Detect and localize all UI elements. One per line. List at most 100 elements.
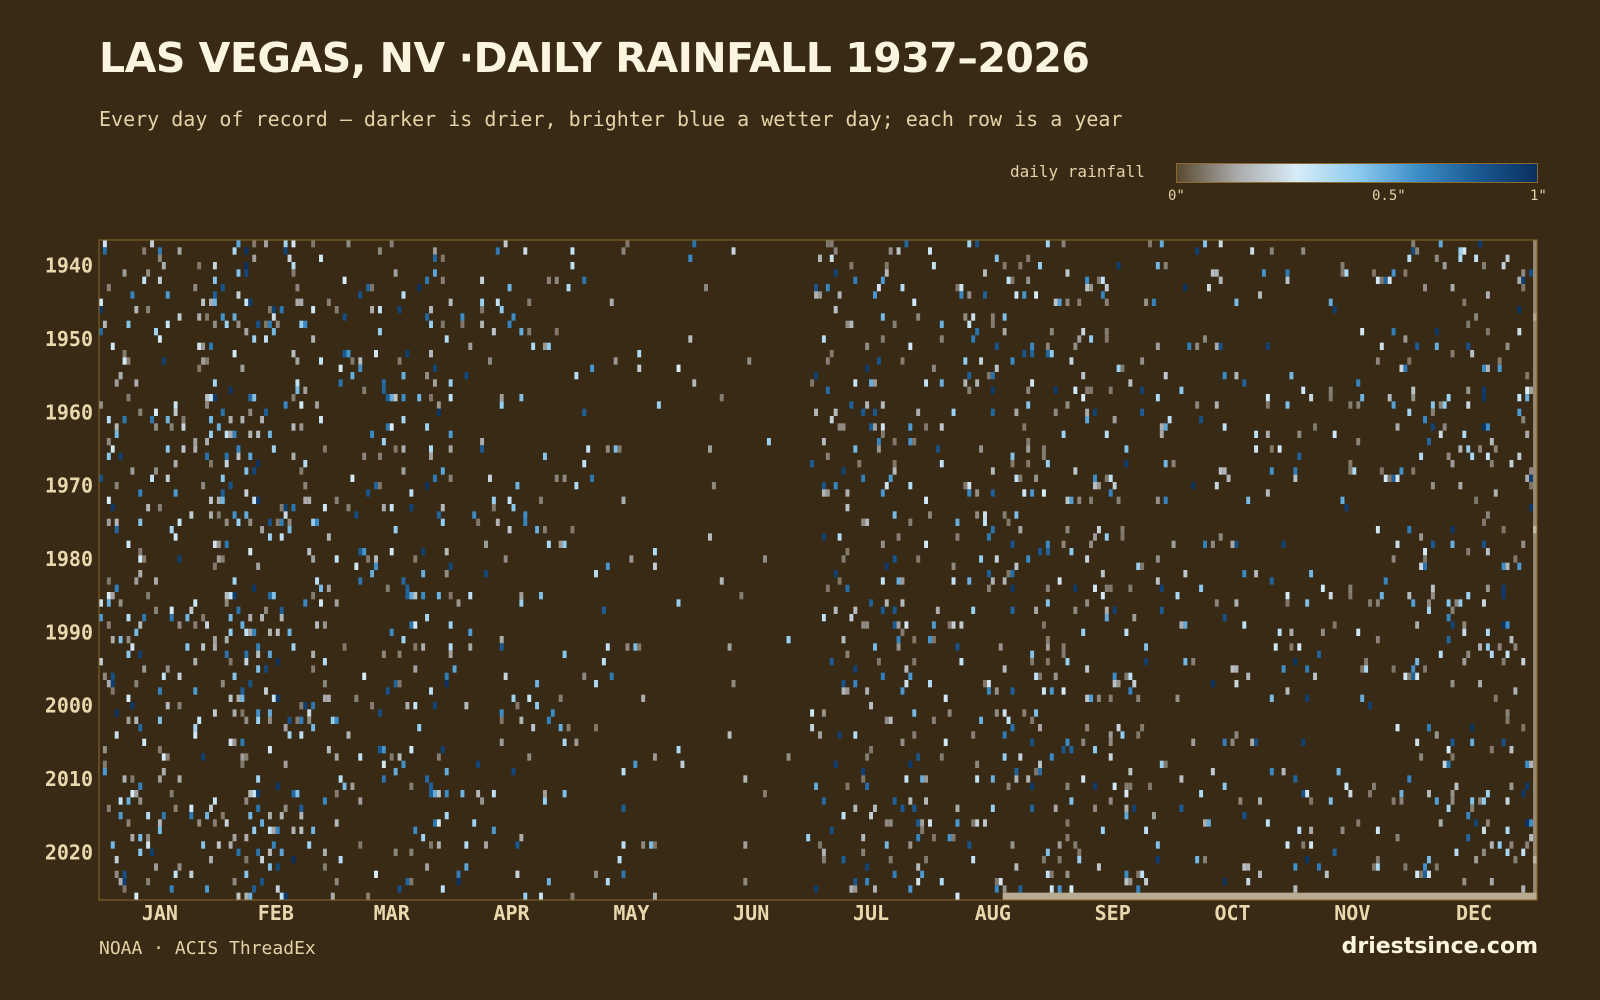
rain-day-cell — [1061, 650, 1066, 658]
rain-day-cell — [896, 643, 901, 651]
rain-day-cell — [1222, 467, 1227, 475]
rain-day-cell — [1128, 379, 1133, 387]
rain-day-cell — [1478, 240, 1482, 248]
rain-day-cell — [358, 577, 363, 585]
rain-day-cell — [1466, 342, 1471, 350]
legend-tick-max: 1" — [1530, 188, 1547, 204]
rain-day-cell — [605, 643, 610, 651]
rain-day-cell — [527, 694, 532, 702]
rain-day-cell — [986, 687, 991, 695]
rain-day-cell — [468, 628, 473, 636]
rain-day-cell — [389, 423, 394, 431]
rain-day-cell — [322, 504, 327, 512]
rain-day-cell — [1034, 672, 1039, 680]
rain-day-cell — [1014, 562, 1019, 570]
rain-day-cell — [142, 738, 147, 746]
rain-day-cell — [374, 482, 378, 490]
rain-day-cell — [291, 643, 296, 651]
rain-day-cell — [1203, 856, 1207, 864]
rain-day-cell — [303, 599, 308, 607]
rain-day-cell — [1034, 709, 1039, 717]
rain-day-cell — [1026, 445, 1031, 453]
rain-day-cell — [951, 621, 956, 629]
rain-day-cell — [1214, 599, 1219, 607]
rain-day-cell — [562, 738, 567, 746]
rain-day-cell — [1140, 386, 1145, 394]
rain-day-cell — [267, 518, 272, 526]
rain-day-cell — [177, 672, 182, 680]
rain-day-cell — [1489, 438, 1494, 446]
rain-day-cell — [1485, 364, 1490, 372]
rain-day-cell — [393, 269, 398, 277]
rain-day-cell — [511, 313, 516, 321]
rain-day-cell — [271, 841, 276, 849]
rain-day-cell — [613, 357, 618, 365]
rain-day-cell — [967, 386, 972, 394]
site-link[interactable]: driestsince.com — [1341, 934, 1538, 959]
rain-day-cell — [939, 753, 944, 761]
rain-day-cell — [1155, 496, 1160, 504]
rain-day-cell — [519, 834, 524, 842]
rain-day-cell — [291, 826, 296, 834]
rain-day-cell — [1340, 262, 1345, 270]
rain-day-cell — [1411, 240, 1416, 248]
rain-day-cell — [1521, 540, 1526, 548]
rain-day-cell — [1014, 511, 1019, 519]
rain-day-cell — [267, 592, 272, 600]
rain-day-cell — [998, 643, 1003, 651]
rain-day-cell — [527, 298, 532, 306]
rain-day-cell — [1320, 628, 1325, 636]
rain-day-cell — [110, 504, 115, 512]
rain-day-cell — [334, 716, 339, 724]
rain-day-cell — [110, 445, 115, 453]
rain-day-cell — [963, 357, 968, 365]
rain-day-cell — [1065, 870, 1070, 878]
rain-day-cell — [1426, 870, 1431, 878]
rain-day-cell — [448, 474, 453, 482]
rain-day-cell — [267, 306, 272, 314]
rain-day-cell — [216, 841, 221, 849]
rain-day-cell — [322, 621, 327, 629]
rain-day-cell — [869, 746, 874, 754]
rain-day-cell — [916, 555, 921, 563]
rain-day-cell — [1065, 526, 1070, 534]
rain-day-cell — [1045, 548, 1050, 556]
rain-day-cell — [260, 856, 265, 864]
rain-day-cell — [1328, 298, 1333, 306]
rain-day-cell — [216, 555, 221, 563]
rain-day-cell — [853, 606, 858, 614]
rain-day-cell — [1521, 269, 1526, 277]
rain-day-cell — [1045, 658, 1050, 666]
rain-day-cell — [920, 819, 925, 827]
rain-day-cell — [1203, 819, 1207, 827]
rain-day-cell — [197, 313, 202, 321]
rain-day-cell — [334, 599, 339, 607]
rain-day-cell — [401, 416, 406, 424]
rain-day-cell — [1195, 247, 1200, 255]
source-credit: NOAA · ACIS ThreadEx — [99, 938, 316, 959]
rain-day-cell — [892, 467, 897, 475]
rain-day-cell — [1509, 782, 1514, 790]
rain-day-cell — [876, 284, 881, 292]
rain-day-cell — [436, 753, 441, 761]
rain-day-cell — [865, 342, 870, 350]
rain-day-cell — [110, 342, 115, 350]
rain-day-cell — [1391, 474, 1396, 482]
rain-day-cell — [248, 518, 253, 526]
rain-day-cell — [990, 372, 995, 380]
rain-day-cell — [201, 357, 206, 365]
rain-day-cell — [1069, 746, 1074, 754]
rain-day-cell — [1234, 540, 1239, 548]
rain-day-cell — [271, 826, 276, 834]
rain-day-cell — [1466, 386, 1471, 394]
rain-day-cell — [102, 240, 107, 248]
rain-day-cell — [444, 790, 449, 798]
rain-day-cell — [397, 357, 402, 365]
rain-day-cell — [841, 812, 846, 820]
rain-day-cell — [232, 313, 237, 321]
rain-day-cell — [173, 804, 178, 812]
rain-day-cell — [633, 643, 638, 651]
rain-day-cell — [853, 665, 858, 673]
rain-day-cell — [1234, 665, 1239, 673]
rain-day-cell — [267, 628, 272, 636]
